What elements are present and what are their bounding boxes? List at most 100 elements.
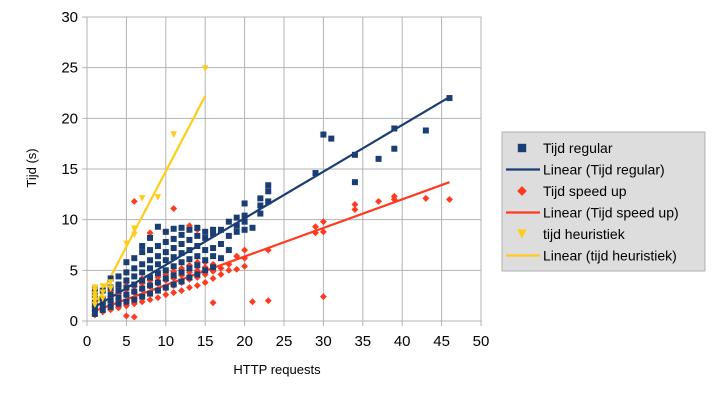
data-point bbox=[107, 279, 114, 286]
data-point bbox=[162, 228, 169, 235]
data-point bbox=[194, 271, 201, 278]
data-point bbox=[154, 223, 161, 230]
data-point bbox=[170, 131, 177, 138]
data-point bbox=[122, 312, 130, 320]
data-point bbox=[130, 231, 138, 239]
legend-marker bbox=[517, 186, 527, 196]
y-tick-label: 0 bbox=[70, 313, 78, 330]
data-point bbox=[131, 296, 138, 303]
data-point bbox=[186, 236, 193, 243]
data-point bbox=[328, 135, 335, 142]
data-point bbox=[115, 287, 122, 294]
data-point bbox=[131, 265, 138, 272]
data-point bbox=[194, 262, 201, 269]
data-point bbox=[115, 273, 122, 280]
data-point bbox=[147, 234, 154, 241]
data-point bbox=[170, 281, 177, 288]
legend-marker bbox=[517, 229, 527, 239]
data-point bbox=[178, 240, 185, 247]
data-point bbox=[154, 194, 162, 201]
trendline bbox=[94, 96, 451, 308]
data-point bbox=[241, 212, 248, 219]
data-point bbox=[123, 240, 130, 248]
x-tick-label: 0 bbox=[83, 333, 91, 350]
data-point bbox=[265, 198, 272, 205]
data-point bbox=[233, 214, 240, 221]
data-point bbox=[131, 255, 138, 262]
data-point bbox=[186, 247, 193, 254]
data-point bbox=[154, 287, 161, 294]
data-point bbox=[115, 281, 122, 288]
data-point bbox=[249, 224, 256, 231]
x-tick-label: 45 bbox=[433, 333, 450, 350]
data-point bbox=[162, 267, 169, 274]
data-point bbox=[123, 291, 130, 298]
y-tick-label: 30 bbox=[61, 9, 78, 26]
data-point bbox=[319, 228, 327, 236]
data-point bbox=[91, 310, 98, 317]
data-point bbox=[170, 272, 177, 279]
data-point bbox=[209, 274, 217, 282]
data-point bbox=[170, 205, 178, 212]
y-tick-label: 15 bbox=[61, 161, 78, 178]
data-point bbox=[446, 95, 453, 102]
data-point bbox=[391, 125, 398, 132]
data-point bbox=[162, 291, 170, 299]
data-point bbox=[99, 289, 107, 296]
data-point bbox=[99, 295, 107, 303]
data-point bbox=[154, 270, 161, 277]
plot-area-border bbox=[86, 16, 482, 322]
data-point bbox=[217, 255, 224, 262]
data-point bbox=[91, 284, 99, 291]
data-point bbox=[91, 301, 99, 309]
data-point bbox=[162, 249, 169, 256]
axes: 0 5 10 15 20 25 30 0 5 10 15 20 25 30 35 40 45 50 bbox=[61, 9, 489, 350]
data-point bbox=[162, 238, 169, 245]
data-point bbox=[178, 269, 185, 276]
data-point bbox=[319, 293, 327, 301]
data-point bbox=[217, 240, 224, 247]
data-point bbox=[265, 182, 272, 189]
data-point bbox=[91, 291, 99, 298]
data-point bbox=[170, 225, 177, 232]
data-point bbox=[107, 297, 114, 304]
data-point bbox=[170, 289, 178, 297]
data-point bbox=[147, 290, 154, 297]
data-point bbox=[391, 145, 398, 152]
data-point bbox=[178, 231, 185, 238]
data-point bbox=[201, 65, 209, 72]
data-point bbox=[170, 235, 177, 242]
data-point bbox=[446, 195, 453, 203]
x-tick-label: 30 bbox=[315, 333, 332, 350]
data-point bbox=[186, 226, 193, 233]
y-tick-label: 25 bbox=[61, 60, 78, 77]
data-point bbox=[257, 210, 264, 217]
data-point bbox=[107, 291, 114, 298]
data-point bbox=[351, 201, 359, 208]
data-point bbox=[194, 224, 201, 231]
legend-label: Tijd regular bbox=[543, 140, 613, 156]
data-point bbox=[162, 275, 169, 282]
data-point bbox=[115, 300, 122, 307]
data-point bbox=[201, 279, 209, 286]
data-point bbox=[123, 259, 130, 266]
data-point bbox=[241, 226, 248, 233]
data-point bbox=[375, 155, 382, 162]
data-point bbox=[178, 250, 185, 257]
x-tick-label: 5 bbox=[122, 333, 130, 350]
data-point bbox=[241, 200, 248, 207]
data-point bbox=[130, 313, 138, 321]
data-point bbox=[139, 277, 146, 284]
data-point bbox=[138, 195, 146, 202]
data-point bbox=[154, 279, 161, 286]
legend-marker bbox=[517, 143, 527, 153]
data-point bbox=[312, 223, 319, 231]
data-point bbox=[390, 192, 398, 200]
x-tick-label: 10 bbox=[157, 333, 174, 350]
data-point bbox=[249, 298, 256, 306]
data-point bbox=[123, 284, 130, 291]
data-point bbox=[154, 253, 161, 260]
x-tick-label: 50 bbox=[473, 333, 490, 350]
y-tick-label: 10 bbox=[61, 212, 78, 229]
